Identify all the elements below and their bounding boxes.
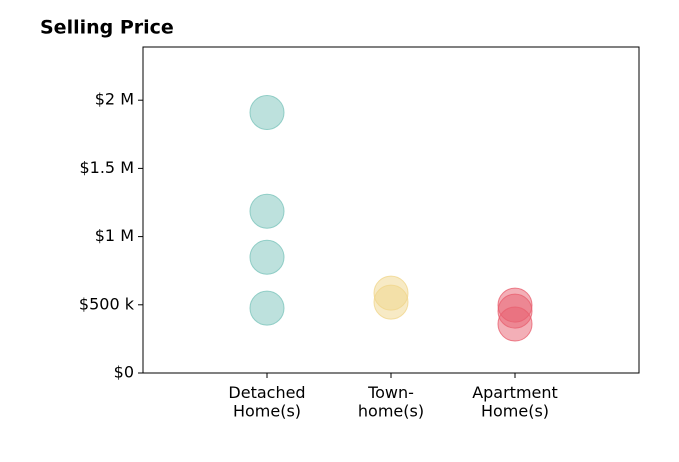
plot-frame (142, 46, 640, 374)
y-tick-label: $1.5 M (79, 158, 134, 177)
x-tick-label: Town-home(s) (358, 383, 424, 420)
chart-title: Selling Price (40, 17, 174, 39)
y-tick-label: $0 (114, 363, 134, 382)
y-tick-label: $500 k (79, 294, 135, 313)
point (249, 290, 285, 326)
y-tick-label: $2 M (95, 90, 134, 109)
y-tick-label: $1 M (95, 226, 134, 245)
point (373, 284, 409, 320)
point (249, 239, 285, 275)
point (249, 94, 285, 130)
x-tick-label: Detached Home(s) (228, 383, 305, 420)
point (249, 193, 285, 229)
x-tick-label: Apartment Home(s) (472, 383, 558, 420)
point (497, 306, 533, 342)
